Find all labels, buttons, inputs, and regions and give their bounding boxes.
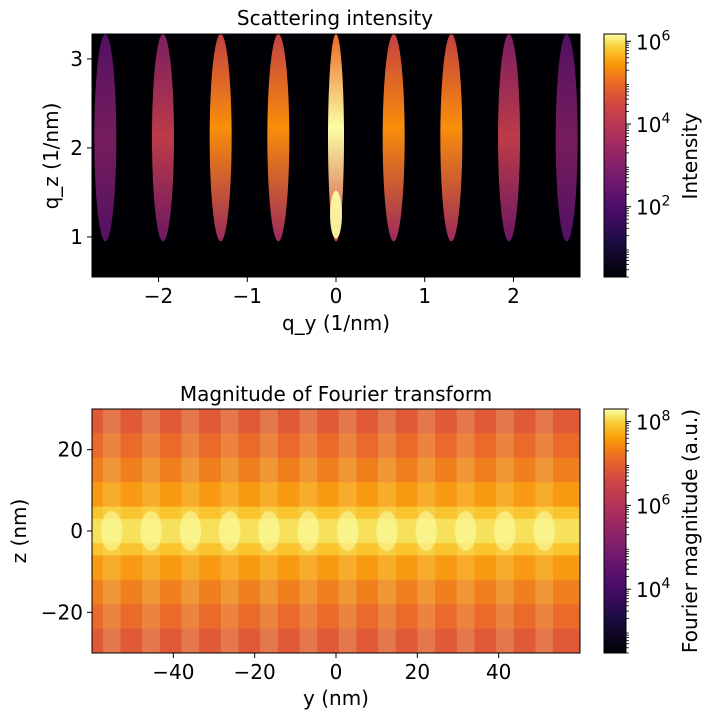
chart2-x-axis-label: y (nm): [303, 686, 369, 710]
fourier-peak: [376, 511, 398, 551]
chart2-heatmap: [92, 409, 580, 653]
x-tick-label: −40: [152, 660, 194, 684]
colorbar-tick-label: 104: [636, 111, 670, 137]
chart2-y-ticks: −20 0 20: [41, 438, 92, 624]
intensity-peak-streak: [209, 34, 232, 242]
fourier-peak: [100, 511, 123, 551]
brightest-peak: [330, 190, 342, 239]
chart1-y-axis-label: q_z (1/nm): [39, 103, 63, 210]
chart2-x-ticks: −40 −20 0 20 40: [152, 653, 511, 684]
intensity-peak-streak: [498, 34, 521, 242]
chart1-y-ticks: 1 2 3: [70, 47, 92, 249]
chart1-intensity-stripes: [92, 34, 580, 277]
x-tick-label: 1: [418, 284, 431, 308]
chart2-title: Magnitude of Fourier transform: [180, 382, 492, 406]
colorbar-tick-label: 106: [636, 28, 670, 54]
chart2-colorbar-label: Fourier magnitude (a.u.): [678, 409, 702, 653]
fourier-peak: [140, 511, 162, 551]
chart2-periodic-columns: [100, 409, 556, 653]
x-tick-label: −2: [144, 284, 173, 308]
y-tick-label: 0: [70, 519, 83, 543]
y-tick-label: −20: [41, 600, 83, 624]
fourier-peak: [297, 511, 320, 551]
chart1-heatmap: [92, 34, 580, 277]
intensity-peak-streak: [382, 34, 405, 242]
x-tick-label: −20: [234, 660, 276, 684]
low-qz-dark-band: [92, 241, 580, 277]
y-tick-label: 1: [70, 225, 83, 249]
fourier-peak: [454, 511, 477, 551]
x-tick-label: 0: [330, 284, 343, 308]
y-tick-label: 3: [70, 47, 83, 71]
intensity-peak-streak: [151, 34, 174, 242]
chart1-colorbar: [603, 33, 627, 278]
colorbar-tick-label: 104: [636, 576, 670, 602]
fourier-peak: [494, 511, 516, 551]
panel-scattering: Scattering intensity −2 −1 0 1 2 1 2 3 q_y (1/…: [39, 6, 702, 335]
fourier-peak: [336, 511, 359, 551]
intensity-peak-streak: [555, 34, 578, 242]
fourier-peak: [415, 511, 438, 551]
x-tick-label: 0: [330, 660, 343, 684]
x-tick-label: 2: [507, 284, 520, 308]
intensity-peak-streak: [267, 34, 290, 242]
fourier-peak: [258, 511, 280, 551]
chart1-x-ticks: −2 −1 0 1 2: [144, 277, 520, 308]
x-tick-label: 40: [486, 660, 511, 684]
colorbar-tick-label: 108: [636, 409, 670, 435]
chart2-colorbar: [603, 408, 627, 654]
intensity-peak-streak: [94, 34, 117, 242]
chart2-colorbar-ticks: 104 106 108: [626, 408, 670, 654]
fourier-peak: [179, 511, 202, 551]
chart1-title: Scattering intensity: [237, 6, 433, 30]
y-tick-label: 20: [58, 438, 83, 462]
chart1-colorbar-ticks: 102 104 106: [626, 28, 670, 278]
x-tick-label: 20: [405, 660, 430, 684]
x-tick-label: −1: [233, 284, 262, 308]
chart2-y-axis-label: z (nm): [7, 499, 31, 564]
fourier-peak: [533, 511, 556, 551]
colorbar-tick-label: 102: [636, 194, 670, 220]
intensity-peak-streak: [440, 34, 463, 242]
intensity-peak-streak: [328, 34, 344, 242]
y-tick-label: 2: [70, 136, 83, 160]
chart1-x-axis-label: q_y (1/nm): [282, 311, 390, 335]
fourier-peak: [218, 511, 241, 551]
panel-fourier: Magnitude of Fourier transform −40 −20 0 20…: [7, 382, 702, 710]
colorbar-tick-label: 106: [636, 492, 670, 518]
chart1-colorbar-label: Intensity: [678, 112, 702, 199]
